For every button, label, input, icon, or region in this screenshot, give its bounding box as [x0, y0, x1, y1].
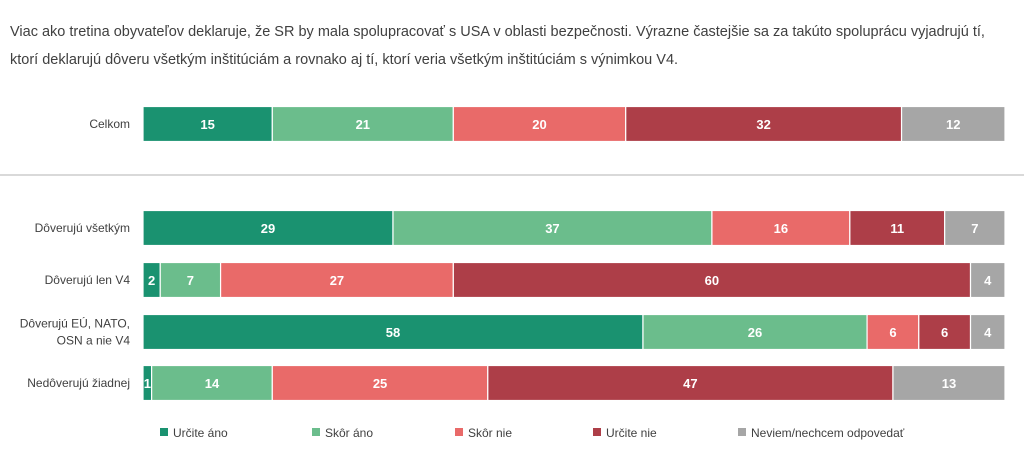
data-label: 11 — [890, 221, 904, 236]
bar-segment — [142, 105, 273, 143]
bar-segment — [642, 313, 868, 351]
legend-label: Skôr áno — [325, 426, 373, 440]
legend-label: Skôr nie — [468, 426, 512, 440]
data-label: 25 — [373, 376, 387, 391]
data-label: 14 — [205, 376, 220, 391]
data-label: 26 — [748, 325, 762, 340]
bar-segment — [892, 364, 1006, 402]
bar-segment — [271, 105, 454, 143]
data-label: 32 — [756, 117, 770, 132]
legend-swatch — [593, 428, 601, 436]
bar-segment — [918, 313, 972, 351]
data-label: 1 — [144, 376, 151, 391]
intro-line-2: ktorí deklarujú dôveru všetkým inštitúci… — [10, 52, 679, 68]
chart-intro-text: Viac ako tretina obyvateľov deklaruje, ž… — [10, 18, 1015, 74]
data-label: 2 — [148, 273, 155, 288]
legend-swatch — [738, 428, 746, 436]
legend-swatch — [160, 428, 168, 436]
bar-segment — [944, 209, 1006, 247]
bar-segment — [142, 209, 394, 247]
bar-segment — [219, 261, 454, 299]
bar-segment — [392, 209, 713, 247]
bar-segment — [625, 105, 903, 143]
data-label: 6 — [889, 325, 896, 340]
legend-label: Určite nie — [606, 426, 657, 440]
data-label: 21 — [356, 117, 370, 132]
bar-segment — [159, 261, 222, 299]
legend-label: Určite áno — [173, 426, 228, 440]
category-label: Nedôverujú žiadnej — [27, 376, 130, 390]
data-label: 16 — [774, 221, 788, 236]
data-label: 7 — [971, 221, 978, 236]
data-label: 4 — [984, 325, 992, 340]
data-label: 60 — [705, 273, 719, 288]
bar-segment — [849, 209, 946, 247]
intro-line-1: Viac ako tretina obyvateľov deklaruje, ž… — [10, 24, 985, 40]
category-label: Dôverujú len V4 — [45, 273, 131, 287]
data-label: 29 — [261, 221, 275, 236]
data-label: 13 — [942, 376, 956, 391]
data-label: 4 — [984, 273, 992, 288]
category-label: Dôverujú EÚ, NATO, OSN a nie V4 — [20, 316, 131, 348]
data-label: 37 — [545, 221, 559, 236]
legend-swatch — [455, 428, 463, 436]
data-label: 7 — [187, 273, 194, 288]
bar-segment — [452, 261, 972, 299]
bar-segment — [271, 364, 489, 402]
legend-swatch — [312, 428, 320, 436]
data-label: 12 — [946, 117, 960, 132]
bar-segment — [969, 313, 1006, 351]
category-label: Celkom — [89, 117, 130, 131]
data-label: 15 — [200, 117, 214, 132]
bar-segment — [969, 261, 1006, 299]
data-label: 27 — [330, 273, 344, 288]
legend-label: Neviem/nechcem odpovedať — [751, 426, 905, 440]
data-label: 20 — [532, 117, 546, 132]
data-label: 47 — [683, 376, 697, 391]
data-label: 58 — [386, 325, 400, 340]
data-label: 6 — [941, 325, 948, 340]
bar-segment — [900, 105, 1006, 143]
bar-segment — [142, 313, 644, 351]
bar-segment — [711, 209, 851, 247]
category-label: Dôverujú všetkým — [35, 221, 130, 235]
bar-segment — [487, 364, 894, 402]
bar-segment — [866, 313, 920, 351]
